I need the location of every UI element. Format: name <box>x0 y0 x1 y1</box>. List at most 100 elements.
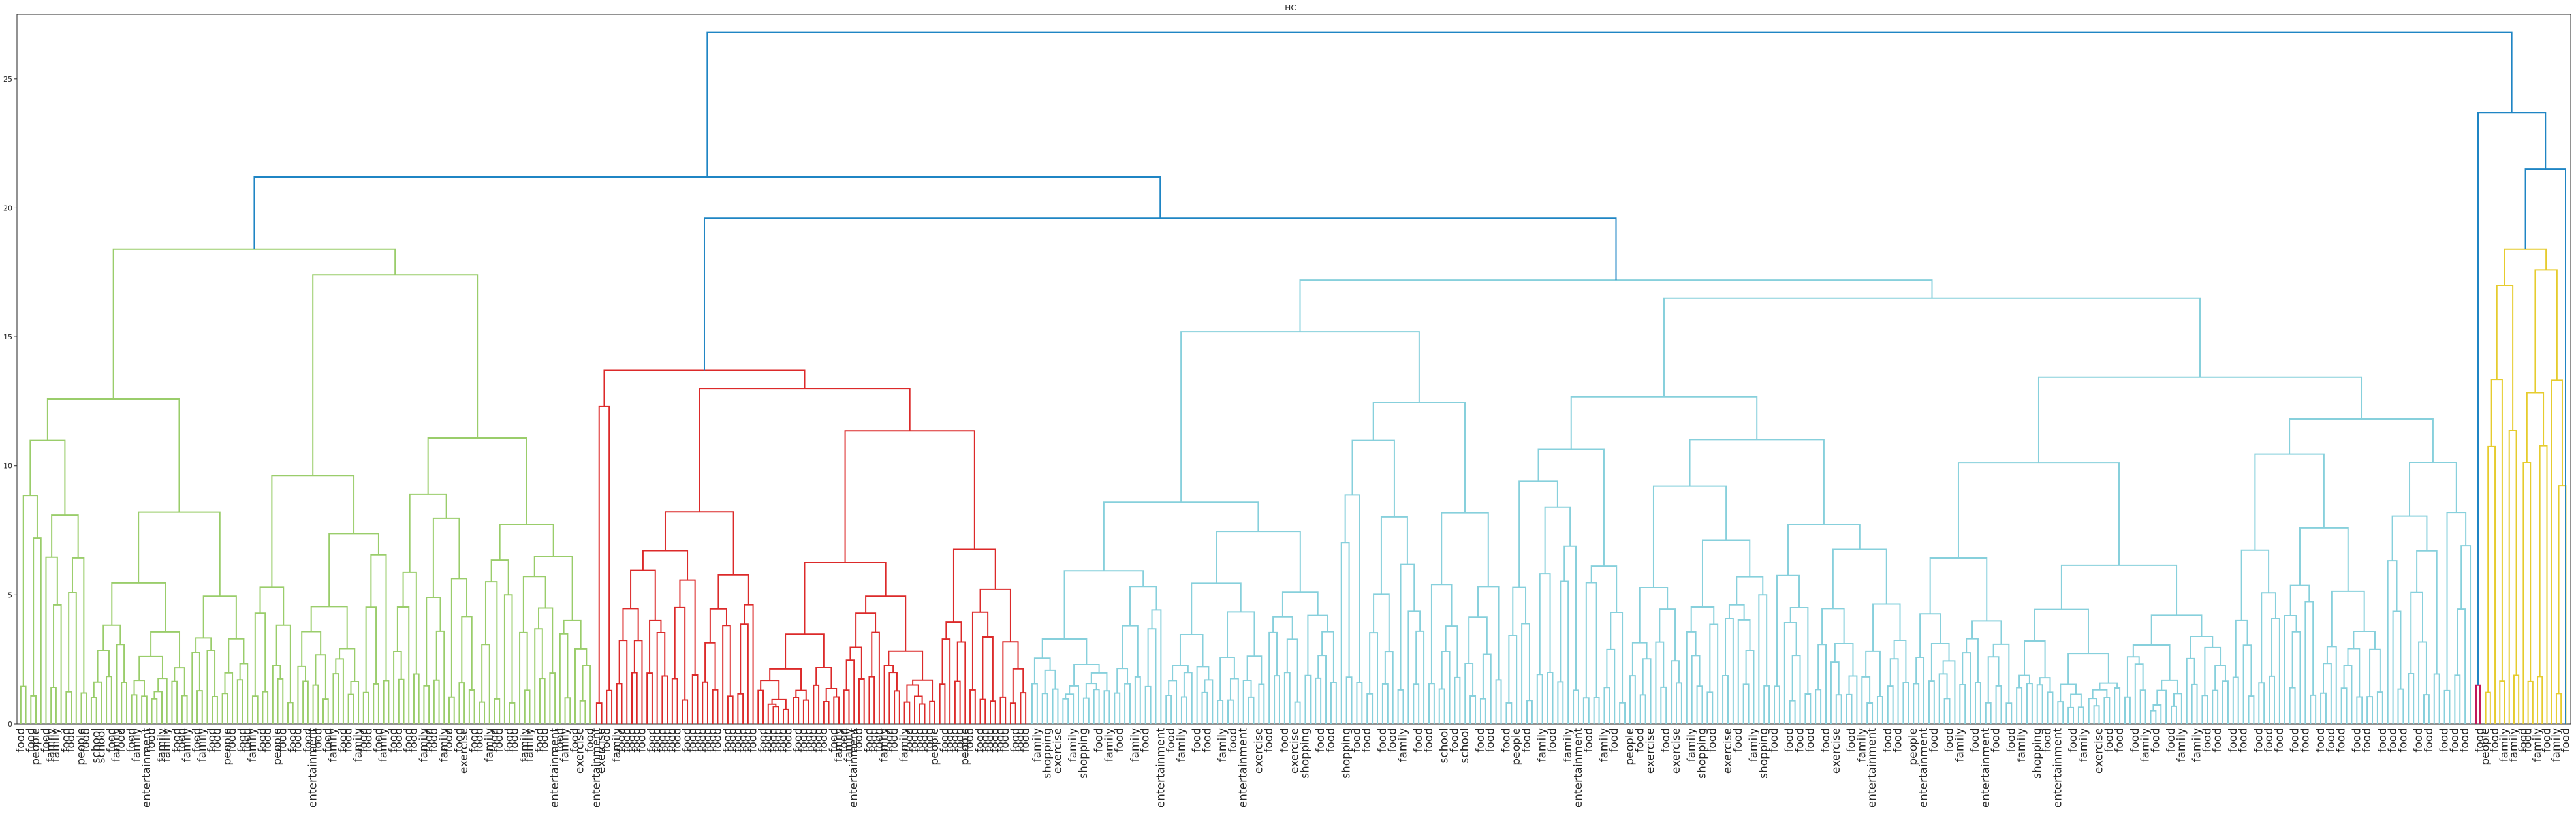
dendrogram-link <box>484 581 498 699</box>
leaf-label: food <box>1227 728 1240 753</box>
dendrogram-link <box>2016 687 2023 724</box>
dendrogram-link <box>2504 248 2547 286</box>
dendrogram-link <box>151 698 158 724</box>
dendrogram-link <box>2060 683 2077 702</box>
dendrogram-link <box>310 606 348 649</box>
dendrogram-link <box>479 701 486 724</box>
dendrogram-link <box>494 698 501 724</box>
dendrogram-link <box>1846 693 1853 724</box>
leaf-label: food <box>539 728 552 753</box>
leaf-label: food <box>1448 728 1461 753</box>
leaf-label: food <box>1881 728 1894 753</box>
leaf-label: entertainment <box>847 728 860 808</box>
dendrogram-link <box>664 511 734 575</box>
dendrogram-link <box>277 678 284 724</box>
leaf-label: family <box>155 728 168 762</box>
leaf-label: food <box>1783 728 1797 753</box>
leaf-label: food <box>655 728 668 753</box>
leaf-label: food <box>584 728 597 753</box>
leaf-label: food <box>671 728 684 753</box>
leaf-label: food <box>827 728 840 753</box>
dendrogram-link <box>704 642 716 690</box>
dendrogram-link <box>1832 548 1887 609</box>
dendrogram-link <box>1544 506 1571 574</box>
dendrogram-link <box>2212 689 2219 724</box>
leaf-label: family <box>44 728 57 762</box>
leaf-label: exercise <box>1670 728 1683 774</box>
leaf-label: food <box>974 728 987 753</box>
leaf-label: family <box>161 728 174 762</box>
dendrogram-link <box>1063 570 1144 639</box>
leaf-label: food <box>146 728 159 753</box>
dendrogram-link <box>2060 564 2178 616</box>
dendrogram-link <box>2558 485 2567 724</box>
dendrogram-link <box>941 638 951 724</box>
dendrogram-link <box>1745 650 1755 724</box>
leaf-label: food <box>1412 728 1425 753</box>
leaf-label: food <box>782 728 795 753</box>
leaf-label: food <box>1943 728 1956 753</box>
dendrogram-link <box>1372 402 1466 513</box>
leaf-label: food <box>503 728 516 753</box>
dendrogram-link <box>727 695 734 724</box>
dendrogram-link <box>2555 693 2562 724</box>
leaf-label: food <box>1768 728 1781 753</box>
dendrogram-link <box>1428 683 1435 724</box>
dendrogram-link <box>990 700 996 724</box>
leaf-label: food <box>736 728 749 753</box>
dendrogram-link <box>2353 630 2376 650</box>
leaf-label: food <box>706 728 719 753</box>
dendrogram-link <box>1585 582 1597 698</box>
dendrogram-link <box>1848 675 1858 724</box>
leaf-label: food <box>1474 728 1487 753</box>
chart-title: HC <box>1285 3 1296 12</box>
dendrogram-link <box>312 684 319 724</box>
leaf-label: family <box>246 728 259 762</box>
leaf-label: food <box>1360 728 1374 753</box>
dendrogram-link <box>699 388 911 512</box>
dendrogram-link <box>2093 705 2100 724</box>
leaf-label: food <box>853 728 866 753</box>
dendrogram-link <box>703 217 1617 371</box>
dendrogram-link <box>952 548 996 623</box>
dendrogram-link <box>1229 678 1239 724</box>
leaf-label: food <box>913 728 926 753</box>
leaf-label: shopping <box>1041 728 1054 779</box>
dendrogram-link <box>631 672 638 724</box>
dendrogram-link <box>2171 705 2177 724</box>
leaf-label: people <box>221 728 234 766</box>
dendrogram-link <box>1590 565 1618 613</box>
dendrogram-link <box>1201 691 1208 724</box>
dendrogram-link <box>1180 696 1187 724</box>
dendrogram-link <box>579 700 586 724</box>
leaf-label: food <box>883 728 896 753</box>
leaf-label: exercise <box>1721 728 1735 774</box>
leaf-label: food <box>428 728 441 753</box>
leaf-label: food <box>661 728 674 753</box>
dendrogram-link <box>116 644 125 724</box>
dendrogram-link <box>2161 679 2178 694</box>
leaf-label: food <box>2227 728 2240 753</box>
leaf-label: food <box>1500 728 1513 753</box>
dendrogram-link <box>2304 601 2314 724</box>
dendrogram-link <box>2343 665 2353 724</box>
dendrogram-link <box>1570 396 1758 450</box>
leaf-label: family <box>1103 728 1116 762</box>
dendrogram-link <box>1655 641 1665 724</box>
leaf-label: food <box>873 728 886 753</box>
leaf-label: food <box>691 728 704 753</box>
dendrogram-link <box>1642 658 1652 724</box>
leaf-label: people <box>74 728 87 766</box>
leaf-label: food <box>191 728 204 753</box>
leaf-label: food <box>979 728 992 753</box>
dendrogram-link <box>1573 689 1579 724</box>
leaf-label: food <box>2149 728 2162 753</box>
dendrogram-link <box>2070 693 2082 708</box>
dendrogram-link <box>1085 683 1097 698</box>
dendrogram-link <box>2242 644 2252 724</box>
dendrogram-link <box>71 557 85 693</box>
dendrogram-link <box>2258 682 2265 724</box>
dendrogram-link <box>939 683 946 724</box>
dendrogram-link <box>2299 527 2349 591</box>
dendrogram-link <box>1345 676 1353 724</box>
